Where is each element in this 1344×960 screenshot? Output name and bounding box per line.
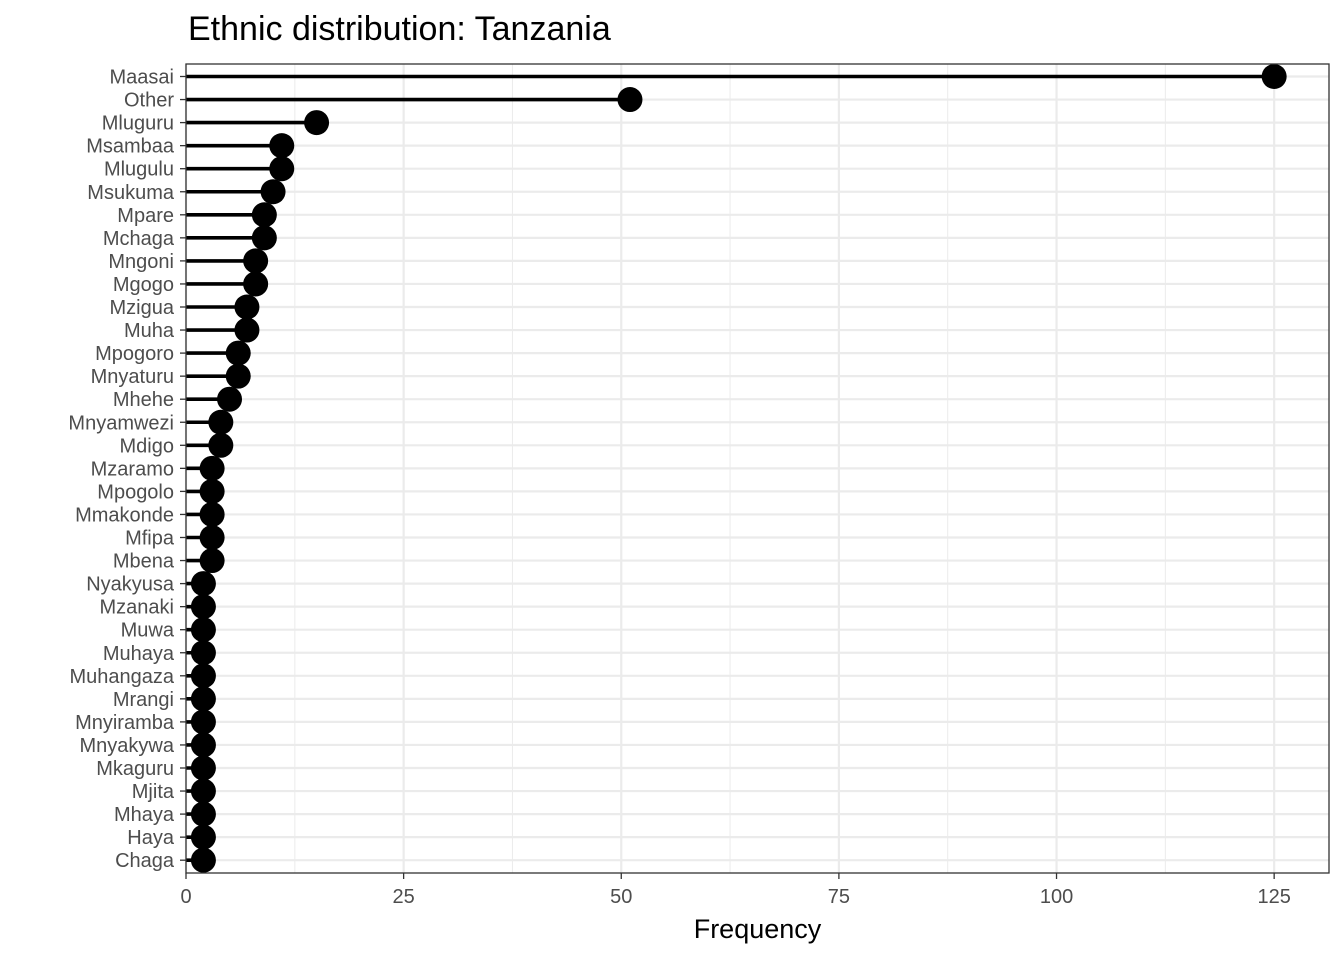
lollipop-point: [1261, 64, 1287, 89]
lollipop-point: [304, 110, 330, 136]
lollipop-point: [190, 686, 216, 712]
chart-marks: [186, 64, 1287, 873]
lollipop-point: [208, 432, 234, 458]
y-tick-label: Mzanaki: [100, 597, 174, 619]
y-tick-label: Mchaga: [103, 228, 175, 250]
lollipop-point: [199, 525, 225, 550]
y-tick-label: Mkaguru: [96, 758, 174, 780]
lollipop-point: [190, 617, 216, 643]
lollipop-point: [251, 225, 277, 251]
lollipop-point: [190, 640, 216, 666]
lollipop-point: [234, 294, 260, 320]
axes: MaasaiOtherMluguruMsambaaMluguluMsukumaM…: [68, 67, 1290, 909]
x-tick-label: 0: [180, 886, 191, 908]
lollipop-point: [234, 317, 260, 343]
x-tick-label: 100: [1040, 886, 1073, 908]
lollipop-point: [190, 755, 216, 781]
y-tick-label: Mlugulu: [104, 159, 174, 181]
lollipop-point: [199, 478, 225, 504]
lollipop-point: [225, 363, 251, 389]
y-tick-label: Nyakyusa: [86, 574, 175, 596]
y-tick-label: Muhangaza: [69, 666, 174, 688]
lollipop-point: [251, 202, 277, 228]
x-tick-label: 50: [610, 886, 632, 908]
y-tick-label: Mzigua: [110, 297, 175, 319]
y-tick-label: Mnyiramba: [75, 712, 175, 734]
lollipop-point: [243, 248, 269, 274]
lollipop-point: [190, 801, 216, 827]
lollipop-point: [190, 778, 216, 804]
y-tick-label: Mjita: [132, 781, 175, 803]
lollipop-point: [617, 87, 643, 113]
lollipop-point: [190, 824, 216, 850]
x-tick-label: 25: [393, 886, 415, 908]
y-tick-label: Mpare: [117, 205, 174, 227]
lollipop-point: [243, 271, 269, 297]
y-tick-label: Muhaya: [103, 643, 175, 665]
x-tick-label: 125: [1257, 886, 1290, 908]
y-tick-label: Mpogoro: [95, 343, 174, 365]
lollipop-point: [199, 548, 225, 574]
lollipop-point: [190, 847, 216, 873]
y-tick-label: Mpogolo: [97, 481, 174, 503]
y-tick-label: Mgogo: [113, 274, 174, 296]
lollipop-point: [190, 732, 216, 758]
lollipop-point: [269, 156, 295, 182]
lollipop-point: [190, 663, 216, 689]
y-tick-label: Chaga: [115, 850, 175, 872]
lollipop-point: [199, 455, 225, 481]
lollipop-point: [269, 133, 295, 159]
y-tick-label: Mrangi: [113, 689, 174, 711]
chart-title: Ethnic distribution: Tanzania: [188, 10, 611, 48]
grid-lines: [184, 64, 1329, 873]
x-tick-label: 75: [828, 886, 850, 908]
y-tick-label: Mbena: [113, 551, 175, 573]
y-tick-label: Maasai: [110, 67, 174, 89]
y-tick-label: Mluguru: [102, 113, 174, 135]
y-tick-label: Mnyaturu: [91, 366, 174, 388]
y-tick-label: Mhehe: [113, 389, 174, 411]
y-tick-label: Haya: [127, 827, 175, 849]
x-axis-label: Frequency: [694, 914, 822, 944]
y-tick-label: Mfipa: [125, 528, 175, 550]
y-tick-label: Mnyakywa: [80, 735, 175, 757]
y-tick-label: Mngoni: [108, 251, 174, 273]
y-tick-label: Mnyamwezi: [68, 412, 174, 434]
lollipop-point: [199, 501, 225, 527]
y-tick-label: Msukuma: [87, 182, 175, 204]
lollipop-point: [190, 571, 216, 597]
y-tick-label: Mdigo: [120, 435, 174, 457]
lollipop-point: [190, 709, 216, 735]
y-tick-label: Mmakonde: [75, 504, 174, 526]
lollipop-point: [217, 386, 243, 412]
y-tick-label: Mzaramo: [91, 458, 174, 480]
lollipop-point: [260, 179, 286, 205]
lollipop-point: [208, 409, 234, 435]
y-tick-label: Msambaa: [86, 136, 175, 158]
y-tick-label: Other: [124, 90, 174, 112]
lollipop-point: [190, 594, 216, 620]
y-tick-label: Muwa: [121, 620, 175, 642]
lollipop-point: [225, 340, 251, 366]
y-tick-label: Mhaya: [114, 804, 175, 826]
y-tick-label: Muha: [124, 320, 175, 342]
